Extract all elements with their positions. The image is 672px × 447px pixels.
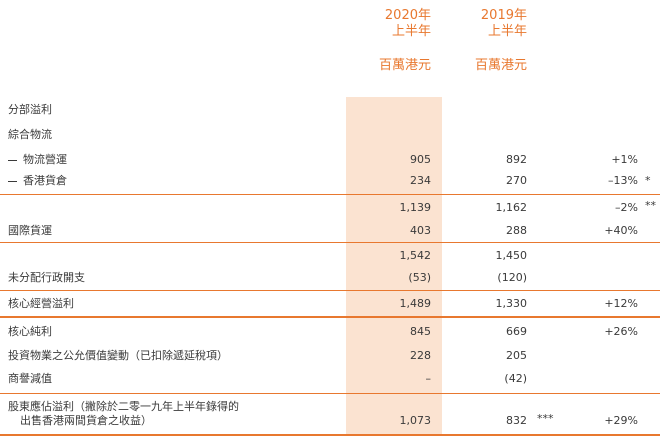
- footnote-marker: *: [645, 174, 651, 187]
- footnote-marker: ***: [537, 412, 554, 425]
- dash-icon: [8, 159, 17, 161]
- cell-2019: 669: [506, 325, 527, 338]
- header-2020-year: 2020年: [384, 8, 431, 23]
- cell-change: +26%: [604, 325, 638, 338]
- divider: [0, 194, 660, 195]
- header-2020-unit: 百萬港元: [378, 58, 431, 73]
- header-2019: 2019年 上半年 百萬港元: [475, 8, 527, 74]
- header-2019-year: 2019年: [480, 8, 527, 23]
- row-label: 核心經營溢利: [8, 297, 74, 310]
- row-label: 核心純利: [8, 325, 52, 338]
- cell-2020: (53): [408, 271, 431, 284]
- cell-2019: 1,162: [495, 201, 528, 214]
- cell-2020: 234: [410, 174, 431, 187]
- cell-2019: 892: [506, 153, 527, 166]
- cell-2019: 1,330: [495, 297, 528, 310]
- row-label: 商譽減值: [8, 372, 52, 385]
- highlight-column-2020: [346, 97, 442, 436]
- row-label: 投資物業之公允價值變動（已扣除遞延稅項）: [8, 349, 228, 362]
- section-segment-profit: 分部溢利: [8, 103, 52, 116]
- cell-change: +1%: [611, 153, 638, 166]
- cell-2020: 1,073: [399, 414, 432, 427]
- dash-icon: [8, 180, 17, 182]
- cell-2019: (42): [504, 372, 527, 385]
- header-2019-period: 上半年: [487, 24, 527, 39]
- cell-2020: 1,139: [399, 201, 432, 214]
- cell-2020: 228: [410, 349, 431, 362]
- row-label-line2: 出售香港兩間貨倉之收益）: [20, 414, 152, 427]
- cell-2019: 1,450: [495, 249, 528, 262]
- cell-change: –2%: [615, 201, 638, 214]
- cell-change: +40%: [604, 224, 638, 237]
- divider: [0, 242, 660, 243]
- cell-2020: –: [425, 372, 432, 385]
- row-label: 香港貨倉: [8, 174, 67, 188]
- cell-2020: 905: [410, 153, 431, 166]
- cell-2019: 288: [506, 224, 527, 237]
- header-2019-unit: 百萬港元: [474, 58, 527, 73]
- row-label: 未分配行政開支: [8, 271, 85, 284]
- row-label: 物流營運: [8, 153, 67, 167]
- divider: [0, 290, 660, 291]
- cell-2019: (120): [497, 271, 527, 284]
- cell-2019: 832: [506, 414, 527, 427]
- cell-2019: 270: [506, 174, 527, 187]
- cell-change: –13%: [608, 174, 638, 187]
- cell-2020: 1,542: [399, 249, 432, 262]
- divider-thick: [0, 316, 660, 318]
- row-label: 國際貨運: [8, 224, 52, 237]
- cell-2020: 1,489: [399, 297, 432, 310]
- cell-change: +12%: [604, 297, 638, 310]
- header-2020-period: 上半年: [391, 24, 431, 39]
- section-integrated-logistics: 綜合物流: [8, 128, 52, 141]
- divider: [0, 393, 660, 394]
- cell-2020: 403: [410, 224, 431, 237]
- header-2020: 2020年 上半年 百萬港元: [379, 8, 431, 74]
- cell-2020: 845: [410, 325, 431, 338]
- footnote-marker: **: [645, 199, 656, 212]
- cell-change: +29%: [604, 414, 638, 427]
- divider-thick: [0, 434, 660, 436]
- cell-2019: 205: [506, 349, 527, 362]
- row-label-line1: 股東應佔溢利（撇除於二零一九年上半年錄得的: [8, 400, 239, 413]
